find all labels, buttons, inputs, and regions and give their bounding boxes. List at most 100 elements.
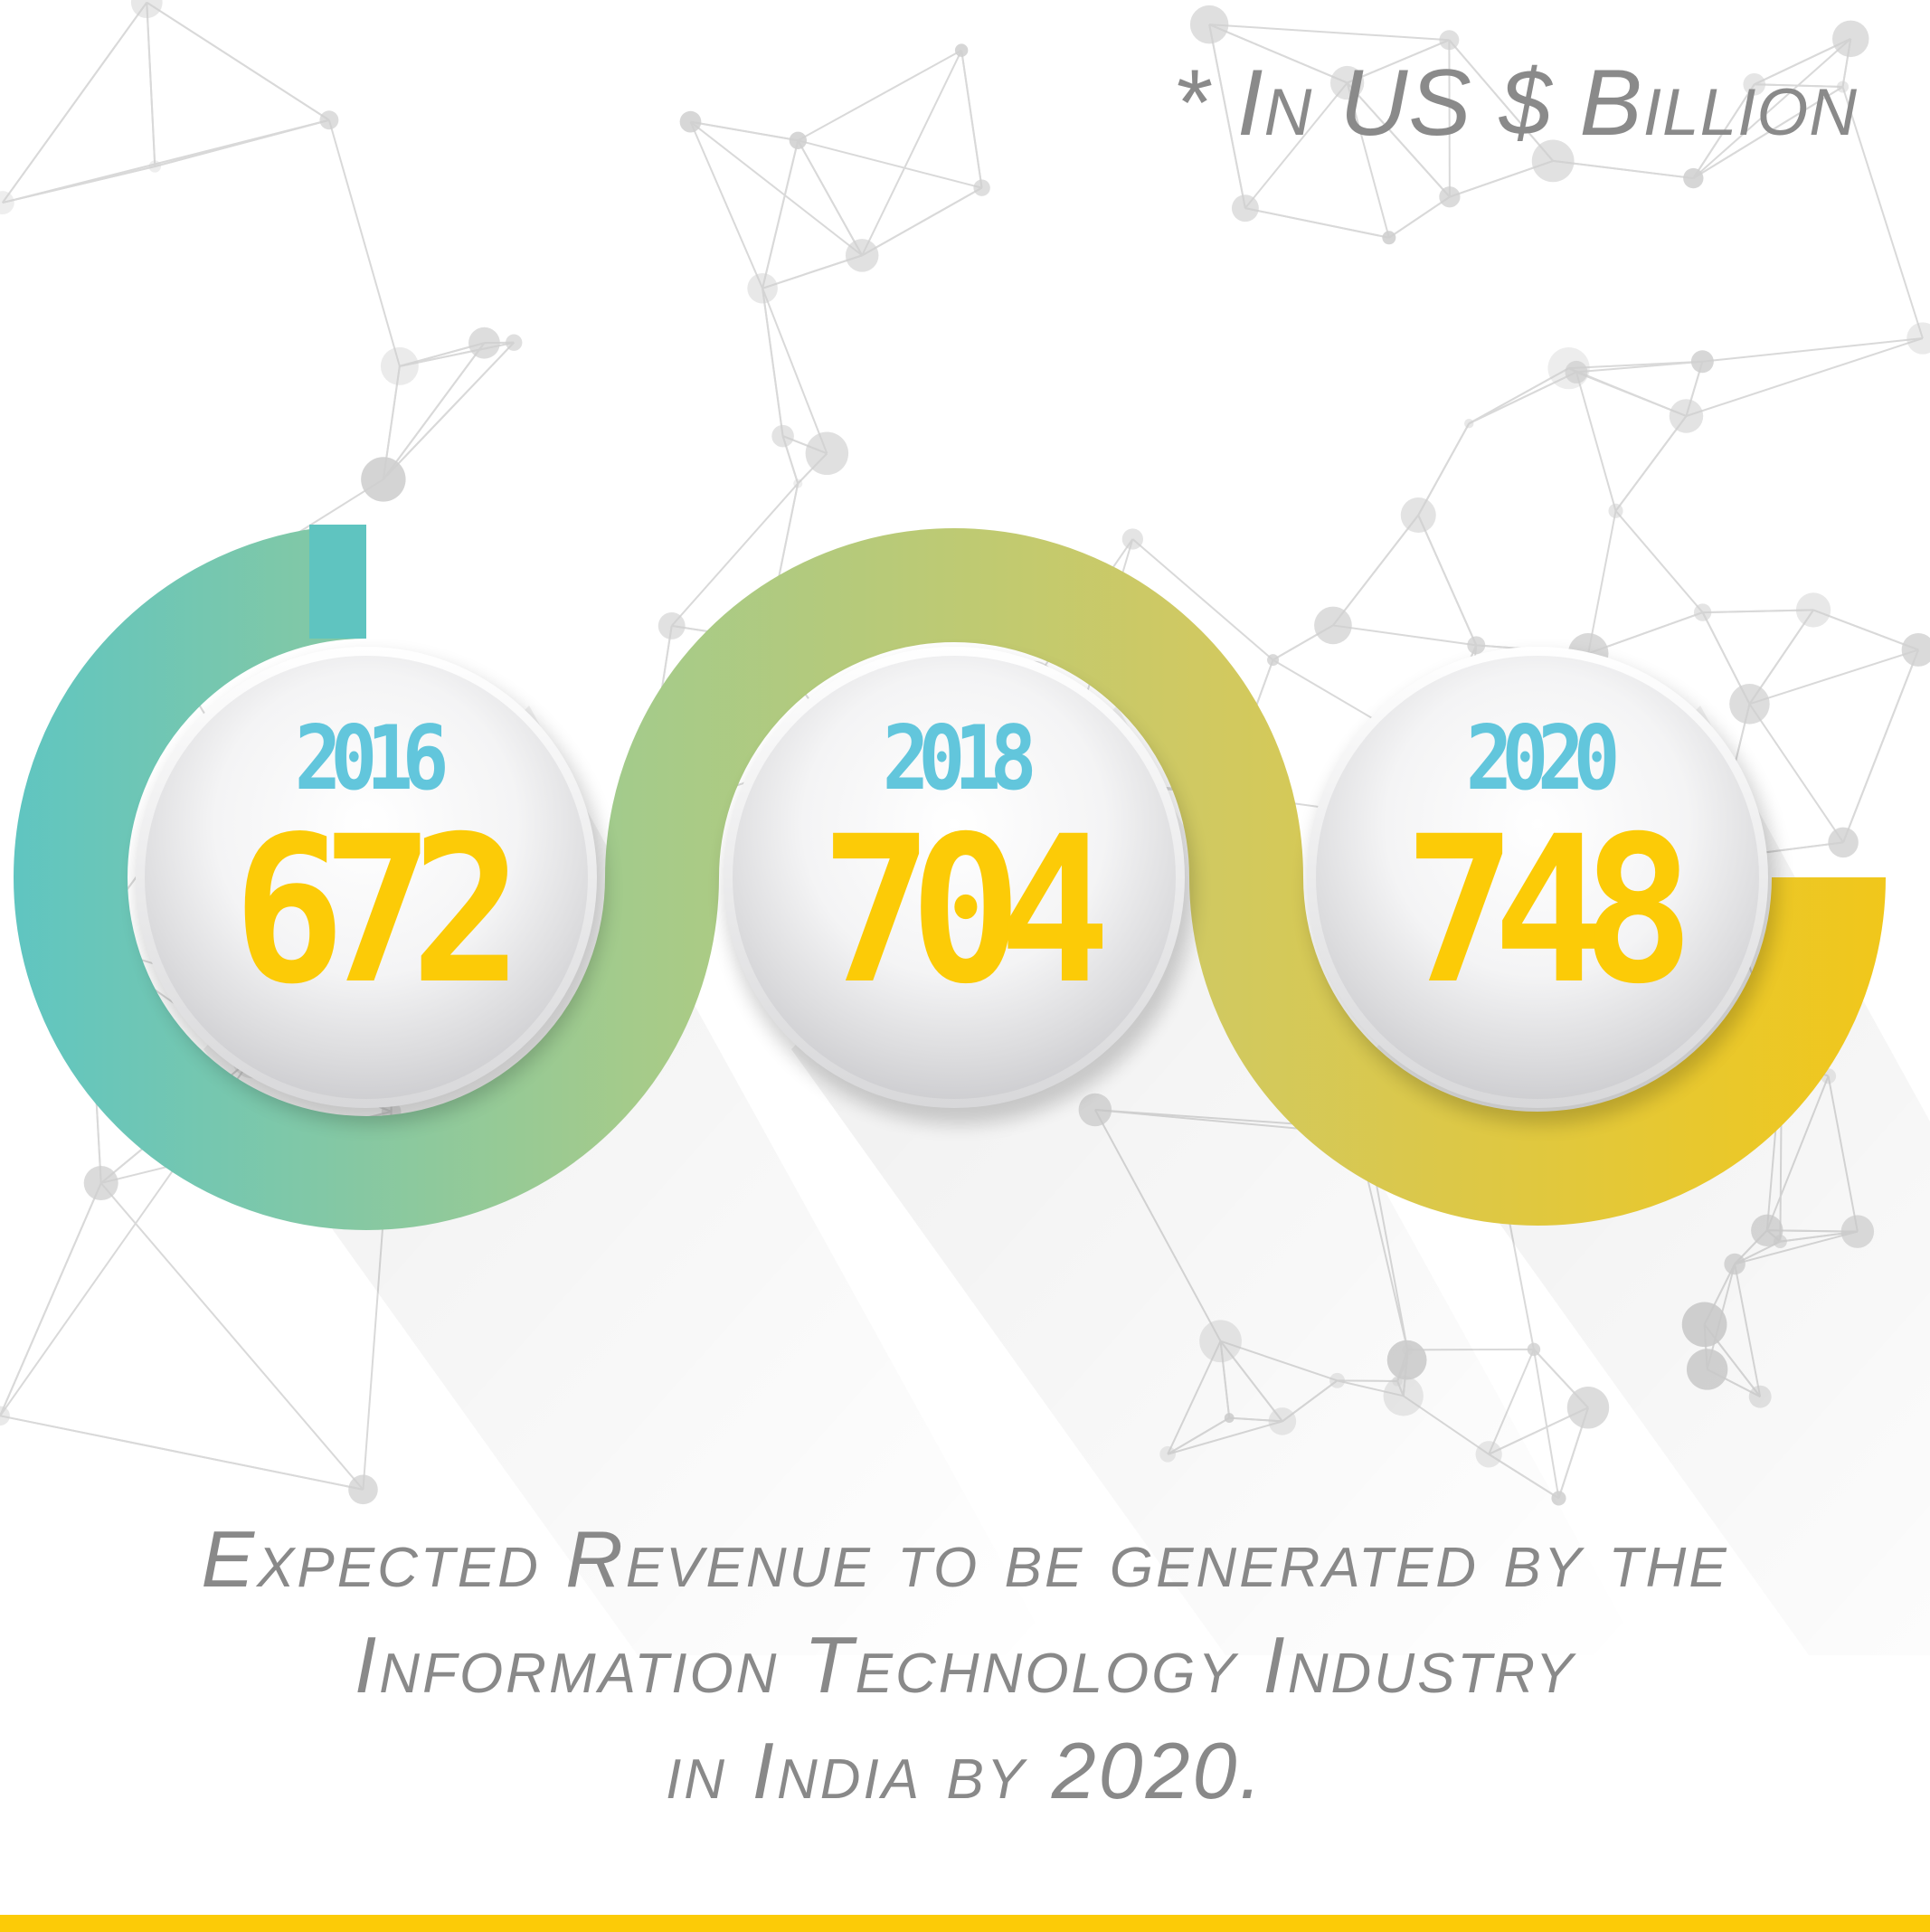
network-line bbox=[1553, 159, 1694, 180]
network-node bbox=[1608, 503, 1623, 518]
network-node bbox=[845, 239, 879, 272]
value-label-2016: 672 bbox=[232, 792, 524, 1028]
network-line bbox=[1587, 510, 1617, 654]
network-node bbox=[1121, 528, 1143, 550]
network-line bbox=[1587, 611, 1703, 655]
year-label-2020: 2020 bbox=[1465, 707, 1621, 810]
ribbon-start-cap bbox=[309, 525, 366, 639]
network-line bbox=[1568, 360, 1703, 370]
network-node bbox=[148, 160, 161, 173]
network-node bbox=[0, 191, 14, 215]
network-line bbox=[1244, 81, 1348, 209]
network-node bbox=[1836, 80, 1850, 93]
network-line bbox=[1575, 372, 1617, 512]
network-node bbox=[793, 478, 803, 488]
ribbon-path bbox=[14, 525, 1886, 1230]
network-line bbox=[383, 342, 515, 480]
network-node bbox=[1683, 167, 1704, 189]
network-node bbox=[1527, 1342, 1541, 1357]
network-node bbox=[1464, 419, 1474, 429]
network-line bbox=[1692, 83, 1755, 179]
network-line bbox=[1346, 82, 1390, 239]
network-node bbox=[1329, 65, 1365, 100]
network-line bbox=[861, 50, 963, 256]
network-node bbox=[1439, 30, 1460, 51]
network-line bbox=[960, 50, 983, 188]
network-line bbox=[1448, 39, 1554, 162]
network-line bbox=[1702, 609, 1814, 614]
network-line bbox=[1614, 510, 1704, 613]
network-node bbox=[1669, 399, 1704, 433]
network-line bbox=[383, 342, 486, 480]
disc-2020 bbox=[1316, 656, 1759, 1099]
network-node bbox=[1795, 592, 1831, 628]
network-line bbox=[1131, 538, 1274, 661]
network-node bbox=[83, 1166, 118, 1201]
unit-note: * In US $ Billion bbox=[1172, 51, 1858, 156]
network-node bbox=[679, 110, 702, 133]
network-line bbox=[1686, 337, 1924, 417]
caption-line-2: Information Technology Industry bbox=[354, 1620, 1576, 1709]
network-node bbox=[789, 131, 808, 149]
network-line bbox=[1346, 81, 1451, 198]
network-line bbox=[99, 1182, 364, 1491]
network-line bbox=[861, 186, 983, 257]
disc-group bbox=[136, 647, 1777, 1124]
network-node bbox=[1566, 1387, 1610, 1429]
network-line bbox=[1417, 515, 1478, 646]
network-node bbox=[468, 327, 500, 359]
network-line bbox=[1332, 624, 1477, 647]
network-line bbox=[1, 2, 148, 204]
network-line bbox=[1209, 24, 1450, 42]
network-line bbox=[327, 119, 401, 367]
network-node bbox=[361, 457, 406, 502]
network-line bbox=[1208, 24, 1348, 84]
network-node bbox=[319, 110, 339, 130]
network-line bbox=[1614, 415, 1688, 512]
network-node bbox=[0, 1406, 10, 1426]
network-line bbox=[1749, 649, 1919, 706]
network-line bbox=[1568, 367, 1687, 417]
disc-2016 bbox=[145, 656, 588, 1099]
network-node bbox=[973, 179, 990, 196]
network-node bbox=[1382, 231, 1396, 245]
network-line bbox=[1448, 40, 1451, 197]
caption-line-1: Expected Revenue to be generated by the bbox=[201, 1514, 1729, 1604]
network-node bbox=[1565, 360, 1588, 384]
network-line bbox=[1748, 703, 1844, 843]
value-label-2018: 704 bbox=[820, 792, 1112, 1028]
network-line bbox=[797, 139, 864, 256]
caption: Expected Revenue to be generated by the … bbox=[0, 1506, 1930, 1823]
network-node bbox=[805, 431, 849, 476]
value-label-2020: 748 bbox=[1404, 792, 1695, 1028]
network-node bbox=[1901, 632, 1930, 667]
network-line bbox=[689, 120, 863, 257]
network-line bbox=[690, 120, 799, 142]
network-line bbox=[146, 1, 330, 121]
network-node bbox=[348, 1474, 378, 1505]
network-line bbox=[1347, 39, 1450, 84]
network-line bbox=[797, 49, 962, 142]
network-line bbox=[762, 140, 799, 289]
network-line bbox=[1332, 514, 1420, 627]
network-line bbox=[1842, 649, 1920, 843]
network-line bbox=[0, 1415, 364, 1491]
network-line bbox=[670, 482, 799, 627]
network-line bbox=[1468, 371, 1577, 425]
disc-2018 bbox=[733, 656, 1176, 1099]
network-line bbox=[1692, 38, 1851, 179]
network-node bbox=[1743, 72, 1766, 96]
network-line bbox=[2, 118, 330, 204]
network-node bbox=[1906, 322, 1930, 355]
network-node bbox=[506, 334, 523, 351]
network-line bbox=[1754, 83, 1843, 88]
network-line bbox=[762, 288, 828, 454]
network-line bbox=[1692, 86, 1844, 179]
network-line bbox=[146, 2, 156, 167]
year-label-2018: 2018 bbox=[882, 707, 1037, 810]
network-node bbox=[1439, 186, 1461, 208]
network-line bbox=[1702, 337, 1924, 363]
network-node bbox=[1729, 684, 1770, 724]
network-node bbox=[380, 346, 419, 385]
caption-line-3: in India by 2020. bbox=[666, 1726, 1264, 1815]
